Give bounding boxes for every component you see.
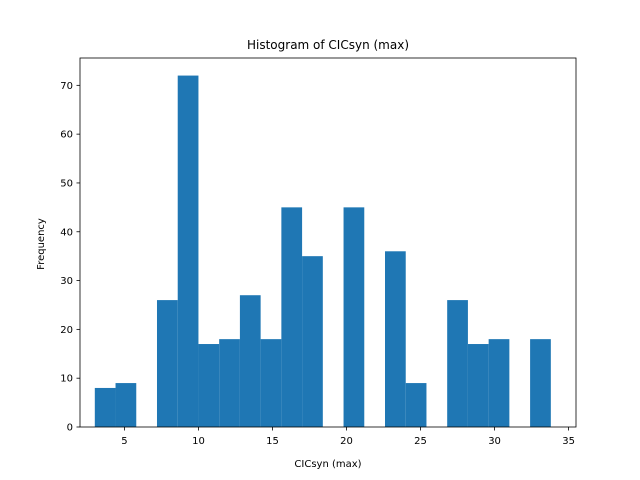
histogram-bar [281, 207, 303, 427]
x-tick-label: 15 [266, 436, 279, 447]
y-tick-label: 60 [60, 130, 73, 141]
histogram-bar [447, 300, 468, 427]
histogram-bar [239, 295, 261, 427]
histogram-bar [177, 75, 199, 428]
histogram-bar [156, 300, 178, 427]
y-axis-label: Frequency [36, 218, 47, 270]
y-tick-label: 40 [60, 227, 73, 238]
x-tick-label: 20 [340, 436, 353, 447]
x-tick-label: 25 [414, 436, 427, 447]
y-tick-label: 50 [60, 178, 73, 189]
bars-group [94, 75, 551, 428]
x-axis-label: CICsyn (max) [294, 459, 361, 470]
x-tick-label: 5 [121, 436, 127, 447]
plot-frame [79, 57, 577, 428]
histogram-bar [219, 339, 240, 427]
chart-title: Histogram of CICsyn (max) [247, 38, 409, 52]
x-tick-label: 30 [488, 436, 501, 447]
histogram-bar [343, 207, 365, 427]
histogram-bar [530, 339, 551, 427]
histogram-bar [115, 383, 137, 427]
histogram-bar [302, 256, 323, 427]
x-tick-label: 35 [562, 436, 575, 447]
y-tick-label: 30 [60, 276, 73, 287]
histogram-bar [94, 387, 116, 427]
histogram-bar [467, 344, 489, 427]
histogram-bar [198, 344, 220, 427]
histogram-bar [385, 251, 406, 427]
y-axis-ticks: 0 10 20 30 40 50 60 70 [60, 81, 80, 434]
x-tick-label: 10 [192, 436, 205, 447]
x-axis-ticks: 5 10 15 20 25 30 35 [121, 427, 575, 447]
histogram-bar [405, 383, 427, 427]
histogram-bar [488, 339, 510, 427]
y-tick-label: 0 [67, 423, 73, 434]
y-tick-label: 20 [60, 325, 73, 336]
y-tick-label: 70 [60, 81, 73, 92]
histogram-bar [260, 339, 282, 427]
y-tick-label: 10 [60, 374, 73, 385]
